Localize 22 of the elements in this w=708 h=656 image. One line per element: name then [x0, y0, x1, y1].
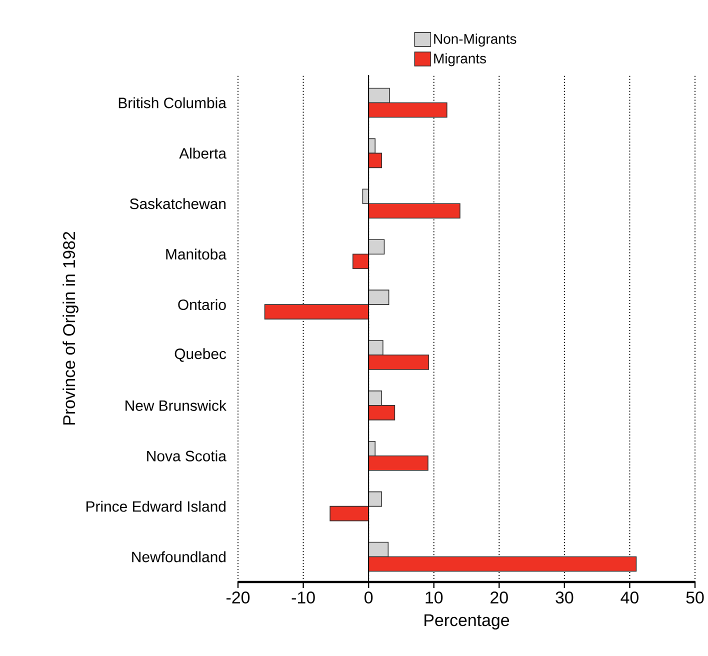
y-tick-label: New Brunswick [126, 400, 226, 411]
x-tick-label: 30 [556, 592, 574, 604]
x-tick-label: 0 [364, 592, 373, 604]
x-tick-label: 50 [686, 592, 704, 604]
y-axis-title: Province of Origin in 1982 [62, 232, 78, 425]
y-tick-label: Manitoba [166, 248, 226, 260]
y-tick-label: Newfoundland [132, 551, 226, 562]
y-tick-label: Prince Edward Island [86, 500, 226, 512]
legend-label: Non-Migrants [434, 34, 516, 47]
y-tick-label: Quebec [174, 348, 226, 362]
y-tick-label: Alberta [179, 148, 226, 159]
x-tick-label: -10 [292, 592, 315, 604]
y-tick-label: Ontario [178, 299, 226, 310]
x-axis-title: Percentage [424, 614, 510, 630]
legend-label: Migrants [434, 53, 486, 66]
x-tick-label: 10 [426, 592, 443, 604]
y-tick-label: Saskatchewan [130, 198, 226, 210]
x-tick-label: -20 [226, 592, 250, 604]
x-tick-label: 20 [490, 592, 508, 604]
y-tick-label: British Columbia [118, 97, 226, 108]
x-tick-label: 40 [620, 592, 638, 604]
y-tick-label: Nova Scotia [147, 450, 226, 462]
